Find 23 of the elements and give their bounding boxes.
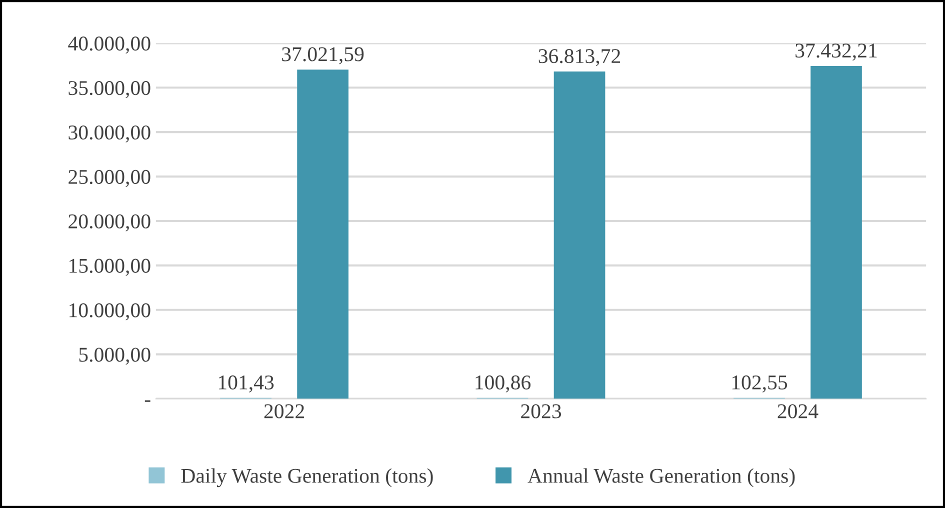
y-tick-label: 30.000,00 xyxy=(68,125,150,143)
x-tick-label: 2022 xyxy=(264,404,304,418)
legend-label: Daily Waste Generation (tons) xyxy=(181,468,433,488)
bar xyxy=(810,66,862,399)
data-label: 102,55 xyxy=(732,375,788,392)
y-tick-label: 25.000,00 xyxy=(68,170,150,187)
data-label: 101,43 xyxy=(218,375,274,392)
y-tick-label: 15.000,00 xyxy=(70,258,150,276)
y-tick-label: - xyxy=(144,400,150,402)
data-label: 37.021,59 xyxy=(282,47,364,64)
legend-label: Annual Waste Generation (tons) xyxy=(528,468,795,488)
y-tick-label: 5.000,00 xyxy=(79,348,150,365)
y-tick-label: 35.000,00 xyxy=(68,81,150,98)
x-tick-label: 2023 xyxy=(521,404,562,418)
data-label: 36.813,72 xyxy=(538,49,620,66)
bar xyxy=(297,70,348,399)
y-tick-label: 10.000,00 xyxy=(70,303,150,320)
data-label: 37.432,21 xyxy=(796,44,877,61)
y-tick-label: 40.000,00 xyxy=(68,36,150,54)
y-tick-label: 20.000,00 xyxy=(68,214,150,232)
bar xyxy=(554,72,606,399)
x-tick-label: 2024 xyxy=(778,404,818,418)
data-label: 100,86 xyxy=(476,375,531,392)
